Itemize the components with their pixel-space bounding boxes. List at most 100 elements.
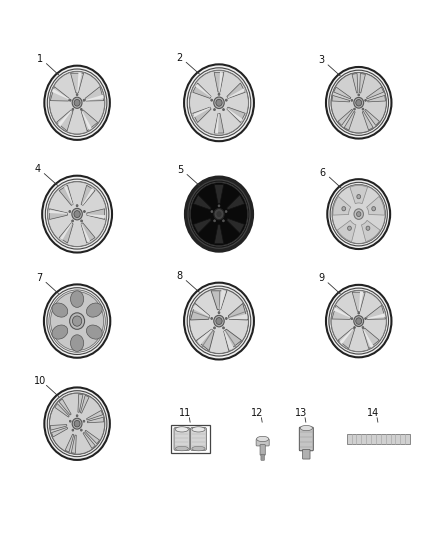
Ellipse shape xyxy=(42,176,112,253)
Ellipse shape xyxy=(365,100,366,101)
Ellipse shape xyxy=(330,182,387,246)
Ellipse shape xyxy=(357,212,361,216)
Ellipse shape xyxy=(329,288,389,354)
Polygon shape xyxy=(81,223,90,243)
Ellipse shape xyxy=(223,109,224,110)
Polygon shape xyxy=(193,107,211,123)
Ellipse shape xyxy=(74,100,80,106)
Polygon shape xyxy=(214,184,224,204)
Polygon shape xyxy=(81,395,89,413)
Ellipse shape xyxy=(72,108,74,110)
Ellipse shape xyxy=(218,93,220,95)
Ellipse shape xyxy=(351,318,353,320)
Polygon shape xyxy=(196,329,214,351)
Ellipse shape xyxy=(190,70,248,135)
Ellipse shape xyxy=(86,325,102,339)
Polygon shape xyxy=(65,434,74,452)
FancyBboxPatch shape xyxy=(303,449,310,459)
Ellipse shape xyxy=(77,94,78,95)
Ellipse shape xyxy=(71,335,84,351)
Ellipse shape xyxy=(175,446,188,451)
Ellipse shape xyxy=(84,100,85,101)
Polygon shape xyxy=(334,87,351,99)
Ellipse shape xyxy=(47,69,107,136)
Polygon shape xyxy=(59,223,73,243)
Ellipse shape xyxy=(300,425,312,431)
Ellipse shape xyxy=(72,220,74,222)
Polygon shape xyxy=(50,87,69,101)
Polygon shape xyxy=(193,107,210,117)
Polygon shape xyxy=(219,289,226,310)
Polygon shape xyxy=(59,399,71,415)
Ellipse shape xyxy=(358,94,360,96)
Text: 8: 8 xyxy=(177,271,183,281)
Ellipse shape xyxy=(356,100,362,106)
Ellipse shape xyxy=(72,220,73,222)
Ellipse shape xyxy=(354,209,364,220)
Ellipse shape xyxy=(77,205,78,206)
Ellipse shape xyxy=(332,184,385,244)
Polygon shape xyxy=(334,307,350,318)
Ellipse shape xyxy=(354,98,364,108)
Ellipse shape xyxy=(84,211,85,213)
Polygon shape xyxy=(219,72,223,92)
Ellipse shape xyxy=(190,289,248,353)
Ellipse shape xyxy=(44,387,110,460)
Ellipse shape xyxy=(192,446,205,451)
Ellipse shape xyxy=(365,99,367,101)
Ellipse shape xyxy=(223,220,224,222)
Polygon shape xyxy=(194,195,211,210)
Polygon shape xyxy=(214,114,224,133)
Ellipse shape xyxy=(363,109,364,110)
Polygon shape xyxy=(193,304,210,317)
Polygon shape xyxy=(360,74,365,93)
FancyBboxPatch shape xyxy=(260,445,265,455)
Text: 1: 1 xyxy=(37,54,43,64)
Ellipse shape xyxy=(226,100,227,101)
Ellipse shape xyxy=(184,282,254,359)
Polygon shape xyxy=(85,430,99,444)
Polygon shape xyxy=(365,109,379,125)
Ellipse shape xyxy=(351,100,352,101)
Ellipse shape xyxy=(332,185,385,244)
Ellipse shape xyxy=(211,99,213,101)
Polygon shape xyxy=(215,114,219,133)
Ellipse shape xyxy=(366,226,370,230)
Text: 3: 3 xyxy=(318,55,325,66)
Ellipse shape xyxy=(225,99,227,101)
Text: 12: 12 xyxy=(251,408,264,418)
Ellipse shape xyxy=(72,97,82,108)
Ellipse shape xyxy=(81,108,82,110)
Ellipse shape xyxy=(72,208,82,220)
Ellipse shape xyxy=(49,71,105,134)
Polygon shape xyxy=(193,83,211,99)
Ellipse shape xyxy=(362,327,364,328)
Ellipse shape xyxy=(69,211,71,212)
Ellipse shape xyxy=(81,429,82,431)
Ellipse shape xyxy=(175,427,188,432)
Text: 13: 13 xyxy=(295,408,307,418)
Ellipse shape xyxy=(185,176,253,252)
Polygon shape xyxy=(363,329,374,348)
Ellipse shape xyxy=(81,109,82,110)
Ellipse shape xyxy=(77,415,78,416)
Ellipse shape xyxy=(211,318,212,319)
Ellipse shape xyxy=(356,318,362,325)
Ellipse shape xyxy=(214,208,224,220)
Ellipse shape xyxy=(213,327,215,329)
Polygon shape xyxy=(57,110,73,131)
Polygon shape xyxy=(228,88,245,98)
Ellipse shape xyxy=(351,99,353,101)
Polygon shape xyxy=(367,197,385,215)
Ellipse shape xyxy=(192,427,205,432)
Ellipse shape xyxy=(223,109,225,111)
Polygon shape xyxy=(78,394,83,413)
Ellipse shape xyxy=(86,303,102,317)
Polygon shape xyxy=(81,110,98,131)
Text: 9: 9 xyxy=(318,273,325,283)
Ellipse shape xyxy=(331,290,387,352)
Ellipse shape xyxy=(365,318,366,319)
Ellipse shape xyxy=(188,180,250,248)
Ellipse shape xyxy=(326,285,392,357)
Ellipse shape xyxy=(47,288,107,354)
